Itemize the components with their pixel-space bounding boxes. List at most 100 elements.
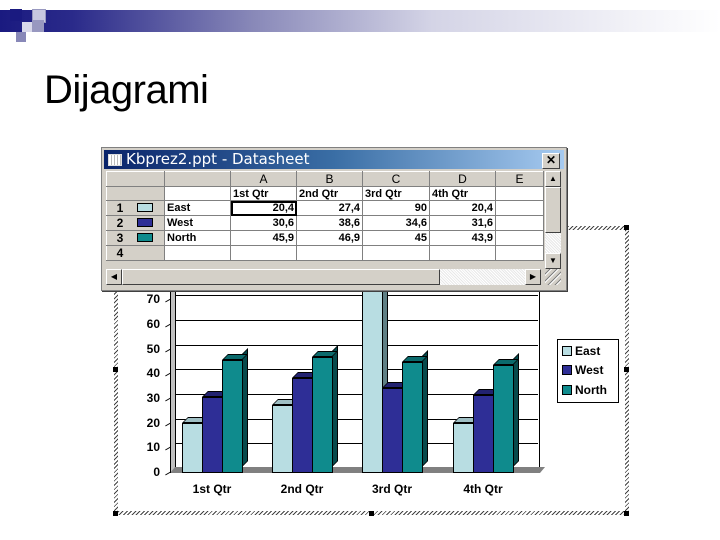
horizontal-scrollbar[interactable]: ◀ ▶ xyxy=(106,269,541,285)
series-label-cell[interactable]: North xyxy=(164,230,231,246)
bar-west xyxy=(292,377,313,473)
value-cell[interactable]: 90 xyxy=(362,200,430,216)
category-cell[interactable]: 3rd Qtr xyxy=(362,186,430,201)
value-cell[interactable] xyxy=(296,245,363,261)
scroll-down-button[interactable]: ▼ xyxy=(545,253,561,269)
series-east-icon xyxy=(137,203,153,212)
resize-handle[interactable] xyxy=(113,367,118,372)
bar-north xyxy=(312,357,333,473)
value-cell[interactable]: 27,4 xyxy=(296,200,363,216)
y-axis-tick-label: 50 xyxy=(146,342,160,356)
resize-grip-icon[interactable] xyxy=(545,269,561,285)
legend-label: North xyxy=(575,383,607,397)
gridline xyxy=(175,419,538,420)
bar-west xyxy=(202,397,223,473)
value-cell[interactable] xyxy=(429,245,496,261)
chart-legend: East West North xyxy=(557,339,619,403)
cell[interactable] xyxy=(164,186,231,201)
column-header-c[interactable]: C xyxy=(362,171,430,187)
category-cell[interactable]: 4th Qtr xyxy=(429,186,496,201)
value-cell[interactable] xyxy=(495,215,544,231)
vertical-scroll-thumb[interactable] xyxy=(545,187,561,233)
row-header-3[interactable]: 3 xyxy=(106,230,165,246)
datasheet-window[interactable]: Kbprez2.ppt - Datasheet ✕ A B C D E 1st … xyxy=(101,147,567,291)
resize-handle[interactable] xyxy=(113,511,118,516)
value-cell[interactable]: 38,6 xyxy=(296,215,363,231)
gridline xyxy=(175,369,538,370)
row-number: 2 xyxy=(116,216,124,230)
close-button[interactable]: ✕ xyxy=(542,153,560,169)
value-cell[interactable] xyxy=(495,230,544,246)
value-cell[interactable] xyxy=(495,200,544,216)
resize-handle[interactable] xyxy=(624,225,629,230)
bar-side-face xyxy=(422,349,428,467)
x-axis-category-label: 2nd Qtr xyxy=(280,482,324,496)
scroll-left-button[interactable]: ◀ xyxy=(106,269,122,285)
datasheet-grid-icon xyxy=(108,154,122,166)
column-header-a[interactable]: A xyxy=(230,171,297,187)
value-cell[interactable]: 45 xyxy=(362,230,430,246)
slide-title: Dijagrami xyxy=(44,68,209,112)
scroll-up-button[interactable]: ▲ xyxy=(545,171,561,187)
value-cell[interactable]: 46,9 xyxy=(296,230,363,246)
active-cell[interactable]: 20,4 xyxy=(230,200,297,216)
value-cell[interactable]: 31,6 xyxy=(429,215,496,231)
column-header-e[interactable]: E xyxy=(495,171,544,187)
category-cell[interactable] xyxy=(495,186,544,201)
gridline xyxy=(175,295,538,296)
column-header-blank[interactable] xyxy=(164,171,231,187)
row-header-1[interactable]: 1 xyxy=(106,200,165,216)
datasheet-grid[interactable]: A B C D E 1st Qtr 2nd Qtr 3rd Qtr 4th Qt… xyxy=(106,171,544,261)
value-cell[interactable] xyxy=(230,245,297,261)
category-cell[interactable]: 2nd Qtr xyxy=(296,186,363,201)
series-label-cell[interactable]: West xyxy=(164,215,231,231)
legend-item-west: West xyxy=(562,363,603,377)
bar-west xyxy=(473,394,494,473)
horizontal-scroll-thumb[interactable] xyxy=(122,269,440,285)
category-row: 1st Qtr 2nd Qtr 3rd Qtr 4th Qtr xyxy=(106,186,544,201)
column-header-b[interactable]: B xyxy=(296,171,363,187)
vertical-scrollbar[interactable]: ▲ ▼ xyxy=(545,171,561,269)
legend-label: East xyxy=(575,344,601,358)
table-row: 4 xyxy=(106,245,544,261)
row-header-blank[interactable] xyxy=(106,186,165,201)
decor-square-icon xyxy=(10,9,22,21)
bar-side-face xyxy=(242,347,248,467)
value-cell[interactable]: 30,6 xyxy=(230,215,297,231)
y-axis-tick-label: 70 xyxy=(146,292,160,306)
legend-swatch-icon xyxy=(562,365,572,375)
bar-side-face xyxy=(513,352,519,467)
bar-north xyxy=(493,364,514,473)
series-west-icon xyxy=(137,218,153,227)
value-cell[interactable]: 43,9 xyxy=(429,230,496,246)
resize-handle[interactable] xyxy=(369,511,374,516)
decor-square-icon xyxy=(16,32,26,42)
row-header-2[interactable]: 2 xyxy=(106,215,165,231)
row-number: 1 xyxy=(116,201,124,215)
value-cell[interactable]: 20,4 xyxy=(429,200,496,216)
resize-handle[interactable] xyxy=(624,511,629,516)
value-cell[interactable]: 45,9 xyxy=(230,230,297,246)
legend-item-east: East xyxy=(562,344,600,358)
corner-cell[interactable] xyxy=(106,171,165,187)
gridline xyxy=(175,443,538,444)
y-axis-tick-label: 10 xyxy=(146,440,160,454)
value-cell[interactable]: 34,6 xyxy=(362,215,430,231)
value-cell[interactable] xyxy=(362,245,430,261)
y-axis-tick-label: 30 xyxy=(146,391,160,405)
row-number: 3 xyxy=(116,231,124,245)
scroll-right-button[interactable]: ▶ xyxy=(525,269,541,285)
resize-handle[interactable] xyxy=(624,367,629,372)
series-label-cell[interactable] xyxy=(164,245,231,261)
bar-west xyxy=(382,387,403,473)
value-cell[interactable] xyxy=(495,245,544,261)
bar-north xyxy=(402,361,423,473)
legend-swatch-icon xyxy=(562,385,572,395)
row-header-4[interactable]: 4 xyxy=(106,245,165,261)
series-label-cell[interactable]: East xyxy=(164,200,231,216)
column-header-d[interactable]: D xyxy=(429,171,496,187)
decor-square-icon xyxy=(22,22,32,32)
category-cell[interactable]: 1st Qtr xyxy=(230,186,297,201)
datasheet-title-bar[interactable]: Kbprez2.ppt - Datasheet ✕ xyxy=(104,150,564,169)
y-axis-tick-label: 0 xyxy=(153,465,160,479)
